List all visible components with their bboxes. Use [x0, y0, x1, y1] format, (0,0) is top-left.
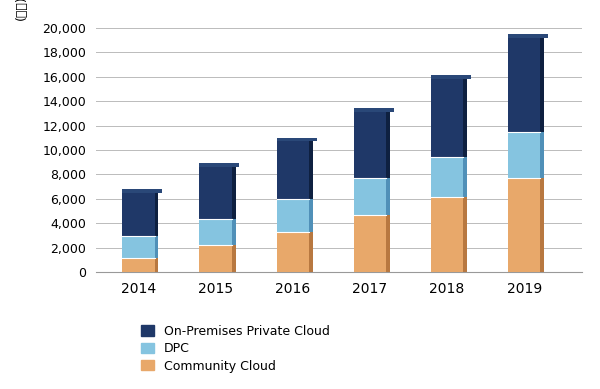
Bar [536, 132, 544, 178]
Legend: On-Premises Private Cloud, DPC, Community Cloud: On-Premises Private Cloud, DPC, Communit… [141, 325, 329, 373]
Bar [508, 34, 548, 38]
Bar [228, 245, 236, 272]
Bar [431, 75, 471, 79]
Bar [277, 138, 309, 199]
Bar [199, 163, 239, 167]
Bar [122, 236, 155, 258]
Bar [431, 75, 463, 158]
Bar [353, 109, 394, 112]
Bar [431, 196, 463, 272]
Bar [199, 219, 232, 245]
Bar [508, 178, 541, 272]
Bar [431, 158, 463, 196]
Bar [305, 232, 313, 272]
Bar [122, 189, 163, 193]
Bar [382, 109, 390, 178]
Bar [508, 132, 541, 178]
Bar [353, 215, 386, 272]
Bar [151, 189, 158, 236]
Bar [508, 34, 541, 132]
Bar [382, 178, 390, 215]
Bar [199, 245, 232, 272]
Bar [228, 219, 236, 245]
Bar [382, 215, 390, 272]
Bar [536, 34, 544, 132]
Bar [353, 109, 386, 178]
Bar [277, 138, 317, 142]
Y-axis label: (億円): (億円) [15, 0, 28, 20]
Bar [122, 258, 155, 272]
Bar [122, 189, 155, 236]
Bar [277, 199, 309, 232]
Bar [199, 163, 232, 219]
Bar [460, 75, 467, 158]
Bar [460, 158, 467, 196]
Bar [151, 258, 158, 272]
Bar [305, 138, 313, 199]
Bar [353, 178, 386, 215]
Bar [277, 232, 309, 272]
Bar [305, 199, 313, 232]
Bar [460, 196, 467, 272]
Bar [536, 178, 544, 272]
Bar [151, 236, 158, 258]
Bar [228, 163, 236, 219]
